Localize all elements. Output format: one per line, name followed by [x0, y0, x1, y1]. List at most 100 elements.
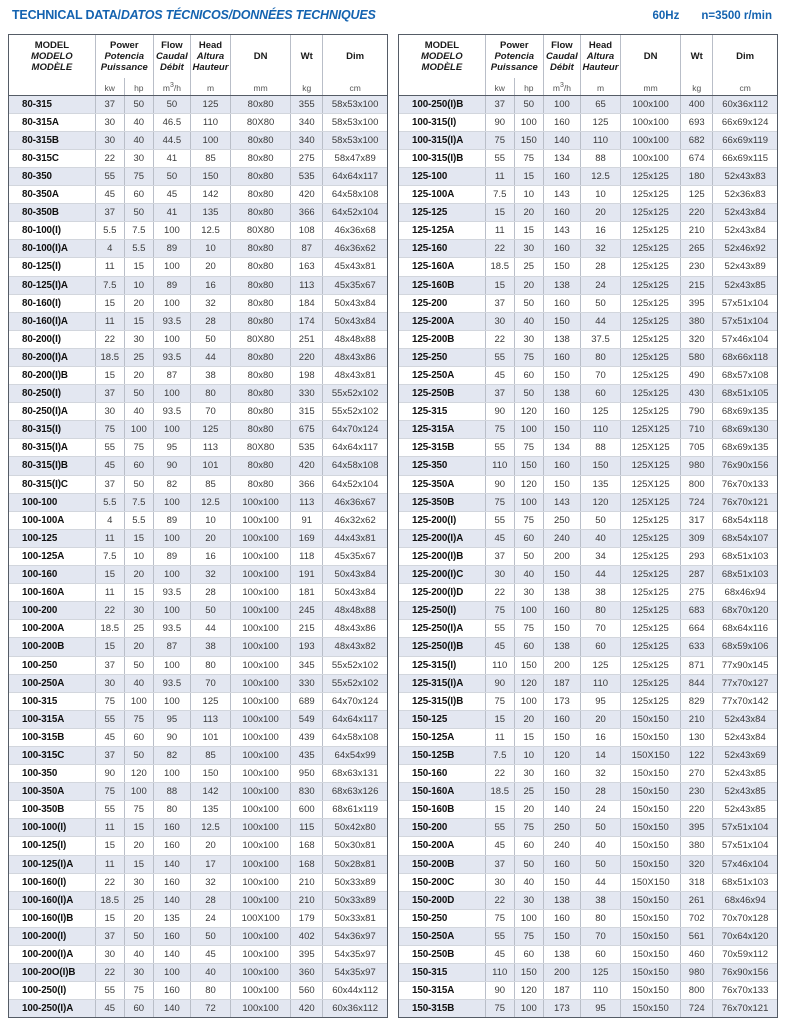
- cell-hp: 5.5: [124, 511, 154, 530]
- cell-wt: 561: [680, 927, 714, 947]
- cell-wt: 215: [290, 619, 324, 639]
- cell-kw: 55: [95, 438, 125, 458]
- cell-hp: 25: [124, 619, 154, 639]
- cell-hp: 100: [514, 692, 544, 711]
- cell-flow: 140: [153, 999, 191, 1018]
- cell-dn: 125x125: [620, 656, 682, 675]
- cell-flow: 100: [153, 257, 191, 277]
- header-specs: 60Hz n=3500 r/min: [653, 10, 775, 22]
- cell-kw: 55: [485, 927, 515, 947]
- cell-head: 32: [580, 239, 622, 259]
- table-row: 125-315(I) 110 150 200 125 125x125 871 77x90x14…: [399, 656, 777, 675]
- cell-model: 100-100(I): [9, 818, 96, 838]
- cell-flow: 93.5: [153, 619, 191, 639]
- cell-model: 100-315(I): [399, 113, 486, 132]
- cell-kw: 90: [485, 113, 515, 132]
- cell-dn: 150x150: [620, 927, 682, 947]
- cell-model: 100-100A: [9, 511, 96, 530]
- table-row: 100-160(I) 22 30 160 32 100x100 210 50x33x89: [9, 873, 387, 892]
- cell-model: 100-315: [9, 692, 96, 711]
- cell-head: 80: [190, 384, 232, 404]
- cell-hp: 50: [124, 656, 154, 675]
- cell-dim: 55x52x102: [322, 656, 387, 675]
- cell-flow: 140: [153, 945, 191, 965]
- cell-hp: 40: [514, 312, 544, 331]
- cell-dim: 52x36x83: [712, 185, 777, 205]
- cell-head: 60: [580, 637, 622, 657]
- cell-dn: 125X125: [620, 456, 682, 476]
- cell-flow: 150: [543, 420, 581, 440]
- table-row: 125-250(I)A 55 75 150 70 125x125 664 68x64x116: [399, 619, 777, 639]
- cell-flow: 89: [153, 511, 191, 530]
- table-row: 150-160 22 30 160 32 150x150 270 52x43x85: [399, 764, 777, 784]
- cell-wt: 689: [290, 692, 324, 711]
- cell-flow: 150: [543, 619, 581, 639]
- cell-head: 10: [190, 239, 232, 259]
- cell-flow: 138: [543, 637, 581, 657]
- cell-dim: 45x35x67: [322, 276, 387, 295]
- cell-wt: 435: [290, 746, 324, 766]
- cell-dim: 64x64x117: [322, 710, 387, 729]
- cell-dn: 80x80: [230, 167, 292, 187]
- table-row: 100-200A 18.5 25 93.5 44 100x100 215 48x43x86: [9, 619, 387, 639]
- cell-kw: 55: [485, 348, 515, 368]
- cell-flow: 134: [543, 438, 581, 458]
- cell-kw: 4: [95, 511, 125, 530]
- cell-hp: 75: [514, 927, 544, 947]
- cell-wt: 340: [290, 131, 324, 150]
- cell-head: 17: [190, 855, 232, 874]
- cell-wt: 181: [290, 583, 324, 603]
- cell-dim: 64x58x108: [322, 456, 387, 476]
- cell-wt: 400: [680, 95, 714, 114]
- cell-flow: 100: [153, 384, 191, 404]
- cell-dim: 52x43x84: [712, 728, 777, 747]
- cell-dn: 125x125: [620, 330, 682, 349]
- cell-kw: 55: [485, 818, 515, 838]
- cell-hp: 60: [124, 999, 154, 1018]
- cell-dn: 100x100: [230, 873, 292, 892]
- cell-model: 150-250A: [399, 927, 486, 947]
- unit-hp: hp: [514, 77, 544, 96]
- cell-kw: 45: [485, 836, 515, 856]
- cell-flow: 160: [153, 927, 191, 947]
- cell-dn: 125x125: [620, 294, 682, 313]
- cell-head: 20: [190, 529, 232, 548]
- cell-model: 125-200(I)D: [399, 583, 486, 603]
- cell-kw: 75: [485, 493, 515, 512]
- table-row: 125-250(I)B 45 60 138 60 125x125 633 68x59x106: [399, 637, 777, 657]
- cell-flow: 100: [153, 221, 191, 241]
- cell-wt: 420: [290, 185, 324, 205]
- cell-head: 50: [580, 294, 622, 313]
- cell-hp: 50: [514, 855, 544, 874]
- cell-kw: 90: [485, 475, 515, 494]
- cell-wt: 210: [680, 221, 714, 241]
- cell-dn: 100x100: [230, 818, 292, 838]
- cell-hp: 120: [514, 475, 544, 494]
- col-header-wt: Wt: [680, 35, 714, 78]
- cell-wt: 549: [290, 710, 324, 729]
- table-row: 100-125 11 15 100 20 100x100 169 44x43x81: [9, 529, 387, 548]
- cell-dim: 68x59x106: [712, 637, 777, 657]
- cell-flow: 120: [543, 746, 581, 766]
- cell-hp: 40: [124, 131, 154, 150]
- cell-hp: 25: [124, 891, 154, 910]
- cell-head: 45: [190, 945, 232, 965]
- table-row: 100-125A 7.5 10 89 16 100x100 118 45x35x67: [9, 547, 387, 567]
- cell-wt: 829: [680, 692, 714, 711]
- cell-wt: 184: [290, 294, 324, 313]
- cell-wt: 439: [290, 728, 324, 747]
- cell-head: 28: [580, 257, 622, 277]
- cell-dim: 64x70x124: [322, 420, 387, 440]
- cell-flow: 45: [153, 185, 191, 205]
- cell-wt: 535: [290, 438, 324, 458]
- table-row: 150-125 15 20 160 20 150x150 210 52x43x84: [399, 710, 777, 729]
- table-row: 100-125(I) 15 20 160 20 100x100 168 50x30x81: [9, 836, 387, 856]
- cell-dim: 55x52x102: [322, 384, 387, 404]
- cell-hp: 20: [514, 276, 544, 295]
- table-row: 125-250 55 75 160 80 125x125 580 68x66x118: [399, 348, 777, 368]
- cell-wt: 270: [680, 764, 714, 784]
- table-row: 80-100(I) 5.5 7.5 100 12.5 80X80 108 46x36x68: [9, 221, 387, 241]
- cell-dn: 80x80: [230, 456, 292, 476]
- table-row: 80-315(I) 75 100 100 125 80x80 675 64x70x124: [9, 420, 387, 440]
- cell-hp: 30: [124, 330, 154, 349]
